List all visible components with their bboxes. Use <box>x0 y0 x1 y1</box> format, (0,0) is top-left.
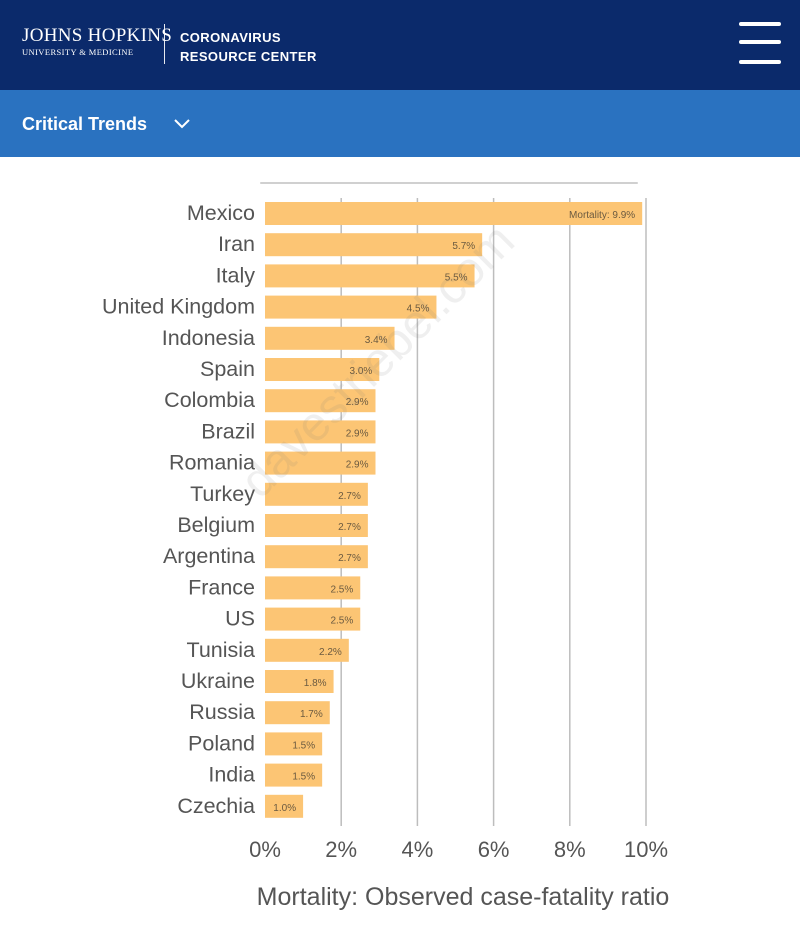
x-tick-label: 8% <box>554 837 586 862</box>
data-label: 2.9% <box>346 397 369 408</box>
bar <box>265 607 361 631</box>
data-label: 2.7% <box>338 491 361 502</box>
data-label: 2.7% <box>338 522 361 533</box>
x-tick-label: 0% <box>249 837 281 862</box>
bar <box>265 295 437 319</box>
bar <box>265 701 330 725</box>
data-label: 1.7% <box>300 709 323 720</box>
mortality-bar-chart: Mexico Mortality: 9.9% Iran 5.7% Italy 5.5% Un… <box>102 198 670 911</box>
x-tick-label: 6% <box>478 837 510 862</box>
bar <box>265 732 323 756</box>
data-label: 2.5% <box>330 584 353 595</box>
jhu-logo[interactable]: JOHNS HOPKINS UNIVERSITY & MEDICINE <box>22 26 172 58</box>
x-tick-label: 2% <box>325 837 357 862</box>
bar <box>265 545 368 569</box>
center-title-line-1: CORONAVIRUS <box>180 30 281 45</box>
data-label: 3.0% <box>350 366 373 377</box>
data-label: 1.5% <box>292 772 315 783</box>
data-label: 5.5% <box>445 272 468 283</box>
bar <box>265 794 304 818</box>
hamburger-menu-icon[interactable] <box>739 22 781 66</box>
data-label: Mortality: 9.9% <box>569 210 635 221</box>
x-tick-label: 10% <box>624 837 668 862</box>
bar <box>265 233 483 257</box>
x-axis-title: Mortality: Observed case-fatality ratio <box>257 883 670 911</box>
critical-trends-dropdown[interactable]: Critical Trends <box>22 114 148 134</box>
data-label: 1.8% <box>304 678 327 689</box>
header-divider <box>164 24 165 64</box>
category-label: Colombia <box>164 388 255 412</box>
category-label: France <box>188 575 255 599</box>
category-label: US <box>225 607 255 631</box>
category-label: Russia <box>189 700 255 724</box>
category-label: Indonesia <box>162 326 255 350</box>
category-label: Tunisia <box>186 638 255 662</box>
bar <box>265 451 376 475</box>
bar <box>265 326 395 350</box>
resource-center-title[interactable]: CORONAVIRUS RESOURCE CENTER <box>180 28 317 66</box>
header-bar: JOHNS HOPKINS UNIVERSITY & MEDICINE CORO… <box>0 0 800 90</box>
chevron-down-icon[interactable] <box>172 114 192 134</box>
category-label: Turkey <box>190 482 255 506</box>
bar <box>265 670 334 693</box>
data-label: 2.2% <box>319 647 342 658</box>
data-label: 2.9% <box>346 428 369 439</box>
category-label: India <box>208 763 255 787</box>
category-label: Argentina <box>163 544 255 568</box>
bar <box>265 638 349 662</box>
data-label: 2.7% <box>338 553 361 564</box>
data-label: 2.9% <box>346 460 369 471</box>
bar <box>265 389 376 413</box>
center-title-line-2: RESOURCE CENTER <box>180 49 317 64</box>
logo-line-1: JOHNS HOPKINS <box>22 25 173 46</box>
category-label: Poland <box>188 731 255 755</box>
category-label: Belgium <box>177 513 255 537</box>
category-label: Czechia <box>177 794 255 818</box>
bar <box>265 358 380 381</box>
category-label: Italy <box>216 263 256 287</box>
bar <box>265 420 376 444</box>
subnav-bar <box>0 90 800 157</box>
card-top-rule <box>260 182 638 184</box>
category-label: Brazil <box>201 419 255 443</box>
logo-line-2: UNIVERSITY & MEDICINE <box>22 47 134 57</box>
category-label: Iran <box>218 232 255 256</box>
bar <box>265 514 368 537</box>
category-label: Ukraine <box>181 669 255 693</box>
category-label: Romania <box>169 451 255 475</box>
bar <box>265 482 368 506</box>
data-label: 3.4% <box>365 335 388 346</box>
bar <box>265 202 643 225</box>
data-label: 2.5% <box>330 616 353 627</box>
bar <box>265 576 361 600</box>
category-label: Spain <box>200 357 255 381</box>
category-label: Mexico <box>187 201 255 225</box>
data-label: 5.7% <box>452 241 475 252</box>
data-label: 1.5% <box>292 740 315 751</box>
data-label: 1.0% <box>273 803 296 814</box>
bar <box>265 763 323 787</box>
bar <box>265 264 475 288</box>
data-label: 4.5% <box>407 304 430 315</box>
category-label: United Kingdom <box>102 295 255 319</box>
x-tick-label: 4% <box>402 837 434 862</box>
